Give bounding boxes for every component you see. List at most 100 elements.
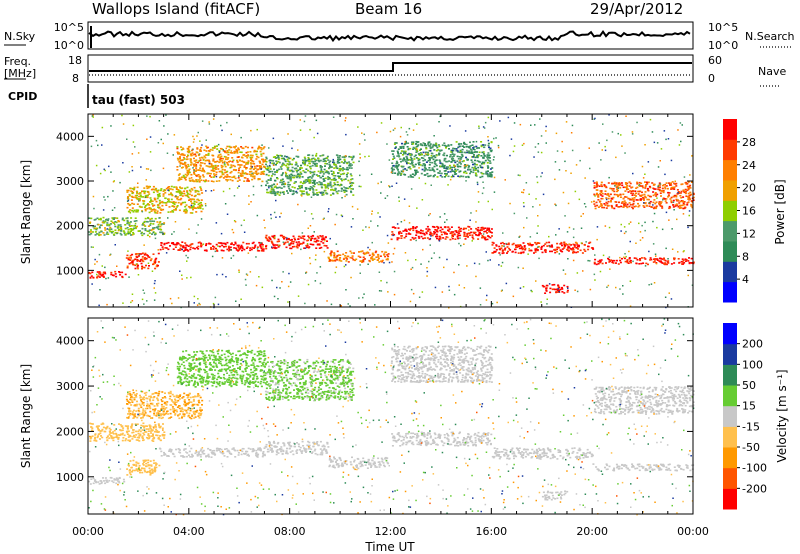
echo-cell — [473, 154, 475, 156]
echo-cell — [615, 201, 618, 203]
scatter-echo — [390, 171, 393, 174]
echo-cell — [243, 161, 246, 164]
echo-cell — [119, 232, 122, 235]
echo-cell — [441, 162, 444, 165]
scatter-echo — [190, 177, 193, 179]
echo-cell — [146, 230, 149, 232]
echo-cell — [245, 247, 248, 249]
scatter-echo — [671, 228, 673, 230]
echo-cell — [157, 195, 160, 197]
echo-cell — [322, 242, 325, 244]
scatter-echo — [343, 186, 345, 188]
echo-cell — [459, 158, 462, 160]
echo-cell — [615, 204, 618, 206]
scatter-echo — [405, 131, 408, 133]
scatter-echo — [232, 254, 235, 257]
echo-cell — [669, 184, 671, 186]
echo-cell — [644, 187, 647, 189]
scatter-echo — [245, 273, 248, 275]
echo-cell — [128, 194, 131, 197]
echo-cell — [186, 191, 189, 194]
echo-cell — [149, 201, 152, 203]
echo-cell — [309, 181, 312, 184]
echo-cell — [684, 258, 687, 260]
echo-cell — [255, 172, 258, 175]
echo-cell — [488, 230, 491, 233]
nave-tick-low: 0 — [708, 72, 715, 85]
scatter-echo — [651, 131, 654, 133]
echo-cell — [637, 190, 640, 193]
echo-cell — [498, 248, 501, 250]
echo-cell — [332, 179, 335, 181]
echo-cell — [394, 227, 397, 229]
echo-cell — [600, 181, 603, 184]
echo-cell — [127, 198, 130, 200]
scatter-echo — [214, 250, 217, 253]
scatter-echo — [644, 173, 646, 175]
scatter-echo — [368, 226, 370, 229]
scatter-echo — [212, 302, 215, 305]
echo-cell — [460, 156, 463, 159]
echo-cell — [649, 257, 652, 259]
echo-cell — [631, 186, 634, 188]
echo-cell — [178, 161, 181, 163]
scatter-echo — [344, 119, 346, 122]
echo-cell — [690, 193, 693, 196]
echo-cell — [426, 230, 429, 232]
scatter-echo — [530, 124, 532, 126]
echo-cell — [660, 261, 662, 263]
echo-cell — [541, 245, 543, 248]
echo-cell — [185, 164, 188, 167]
echo-cell — [558, 286, 561, 289]
echo-cell — [241, 169, 244, 172]
scatter-echo — [299, 129, 302, 131]
echo-cell — [266, 188, 269, 191]
echo-cell — [194, 191, 197, 193]
echo-cell — [175, 243, 178, 245]
scatter-echo — [359, 153, 361, 155]
scatter-echo — [363, 293, 365, 295]
echo-cell — [412, 146, 415, 149]
echo-cell — [118, 477, 121, 479]
echo-cell — [147, 461, 150, 464]
echo-cell — [597, 193, 600, 196]
echo-cell — [470, 149, 473, 151]
echo-cell — [404, 152, 407, 155]
echo-cell — [346, 175, 349, 178]
scatter-echo — [102, 209, 105, 211]
echo-cell — [412, 143, 415, 145]
scatter-echo — [418, 296, 421, 298]
echo-cell — [205, 154, 208, 156]
scatter-echo — [140, 166, 142, 168]
echo-cell — [126, 468, 129, 470]
scatter-echo — [341, 215, 344, 218]
echo-cell — [453, 164, 455, 167]
echo-cell — [670, 201, 673, 204]
echo-cell — [368, 260, 371, 263]
echo-cell — [318, 181, 321, 183]
echo-cell — [412, 227, 415, 230]
scatter-echo — [388, 261, 391, 264]
echo-cell — [611, 207, 614, 209]
echo-cell — [439, 160, 442, 162]
echo-cell — [174, 209, 177, 211]
echo-cell — [221, 168, 224, 171]
echo-cell — [297, 169, 300, 172]
echo-cell — [238, 179, 241, 181]
echo-cell — [199, 167, 202, 169]
echo-cell — [328, 260, 331, 262]
echo-cell — [99, 218, 102, 221]
echo-cell — [468, 146, 471, 149]
echo-cell — [682, 189, 685, 191]
scatter-echo — [128, 204, 131, 206]
y-tick-label: 4000 — [56, 130, 84, 143]
echo-cell — [521, 246, 523, 248]
echo-cell — [265, 247, 268, 250]
echo-cell — [230, 242, 233, 244]
echo-cell — [250, 165, 253, 167]
scatter-echo — [197, 298, 199, 300]
echo-cell — [125, 217, 128, 220]
echo-cell — [206, 146, 209, 149]
echo-cell — [117, 224, 120, 226]
echo-cell — [346, 166, 349, 169]
